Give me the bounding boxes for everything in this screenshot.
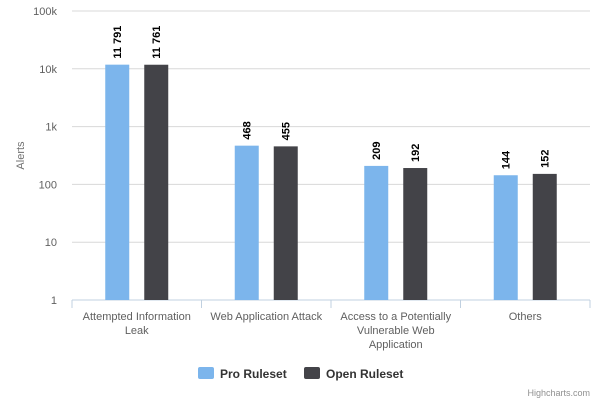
data-label: 455 bbox=[281, 122, 293, 140]
legend-swatch bbox=[198, 367, 214, 379]
bar-open-ruleset bbox=[403, 168, 428, 300]
y-tick-label: 10 bbox=[45, 237, 57, 249]
y-tick-label: 1k bbox=[45, 122, 57, 134]
x-category-label-line: Others bbox=[509, 311, 543, 323]
bar-open-ruleset bbox=[532, 173, 557, 300]
x-category-label-line: Access to a Potentially bbox=[340, 311, 451, 323]
y-tick-label: 100k bbox=[33, 6, 57, 18]
x-category-label: Access to a Potentially Vulnerable Web App… bbox=[340, 311, 451, 351]
credits-label: Highcharts.com bbox=[527, 388, 590, 398]
x-category-label-line: Application bbox=[369, 339, 423, 351]
data-label: 11 791 bbox=[112, 26, 124, 59]
x-category-label: Others bbox=[509, 311, 543, 323]
y-tick-label: 10k bbox=[39, 64, 57, 76]
bar-open-ruleset bbox=[144, 64, 169, 300]
legend-swatch bbox=[304, 367, 320, 379]
legend-item-label: Open Ruleset bbox=[326, 367, 403, 381]
data-label: 468 bbox=[242, 121, 254, 139]
x-category-label-line: Attempted Information bbox=[83, 311, 191, 323]
x-category-label: Attempted Information Leak bbox=[83, 311, 191, 337]
x-category-label-line: Leak bbox=[125, 325, 149, 337]
y-axis-title: Alerts bbox=[15, 141, 27, 170]
bar-pro-ruleset bbox=[493, 175, 518, 300]
data-label: 152 bbox=[540, 150, 552, 168]
bar-pro-ruleset bbox=[364, 165, 389, 300]
x-category-label-line: Vulnerable Web bbox=[357, 325, 435, 337]
data-label: 192 bbox=[410, 144, 422, 162]
x-category-label: Web Application Attack bbox=[210, 311, 322, 323]
y-tick-label: 100 bbox=[39, 179, 57, 191]
legend-item-label: Pro Ruleset bbox=[220, 367, 287, 381]
bar-open-ruleset bbox=[273, 146, 298, 300]
data-label: 144 bbox=[501, 150, 513, 169]
data-label: 209 bbox=[371, 142, 383, 160]
bar-pro-ruleset bbox=[234, 145, 259, 300]
y-tick-label: 1 bbox=[51, 295, 57, 307]
x-category-label-line: Web Application Attack bbox=[210, 311, 322, 323]
data-label: 11 761 bbox=[151, 26, 163, 59]
bar-pro-ruleset bbox=[105, 64, 130, 301]
